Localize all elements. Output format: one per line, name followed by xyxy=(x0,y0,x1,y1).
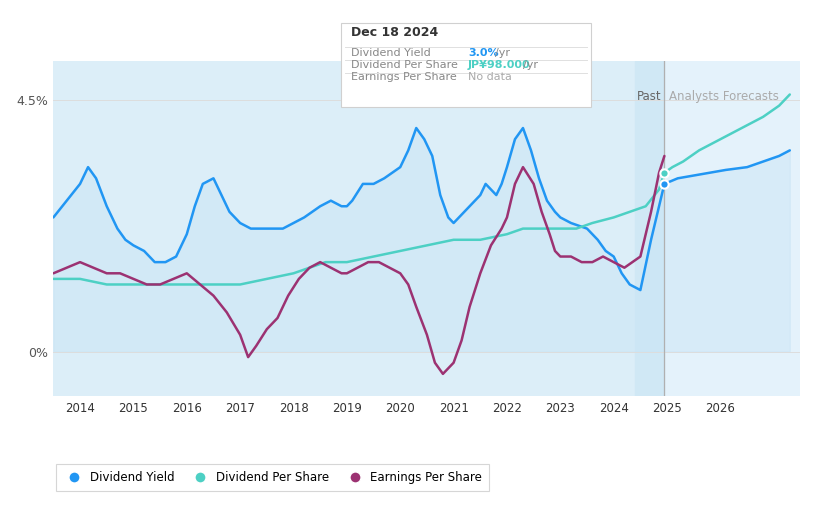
Bar xyxy=(664,61,800,396)
Text: Dividend Yield: Dividend Yield xyxy=(351,48,430,58)
Text: Past: Past xyxy=(637,90,662,103)
Text: Dividend Per Share: Dividend Per Share xyxy=(351,60,457,70)
Text: Earnings Per Share: Earnings Per Share xyxy=(351,72,456,82)
Text: JP¥98.000: JP¥98.000 xyxy=(468,60,530,70)
Text: Dec 18 2024: Dec 18 2024 xyxy=(351,25,438,39)
Text: /yr: /yr xyxy=(523,60,538,70)
Text: No data: No data xyxy=(468,72,511,82)
Text: /yr: /yr xyxy=(495,48,510,58)
Bar xyxy=(635,61,664,396)
Text: 3.0%: 3.0% xyxy=(468,48,498,58)
Bar xyxy=(53,61,664,396)
Text: Analysts Forecasts: Analysts Forecasts xyxy=(668,90,778,103)
Legend: Dividend Yield, Dividend Per Share, Earnings Per Share: Dividend Yield, Dividend Per Share, Earn… xyxy=(56,464,489,491)
